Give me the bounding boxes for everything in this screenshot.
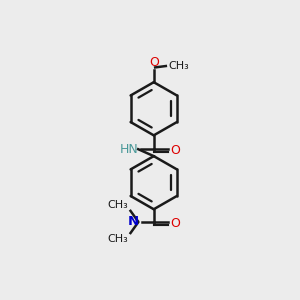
- Text: CH₃: CH₃: [107, 200, 128, 210]
- Text: O: O: [171, 144, 181, 157]
- Text: CH₃: CH₃: [169, 61, 189, 71]
- Text: CH₃: CH₃: [107, 234, 128, 244]
- Text: O: O: [149, 56, 159, 70]
- Text: N: N: [128, 215, 139, 228]
- Text: HN: HN: [119, 143, 138, 156]
- Text: O: O: [171, 217, 181, 230]
